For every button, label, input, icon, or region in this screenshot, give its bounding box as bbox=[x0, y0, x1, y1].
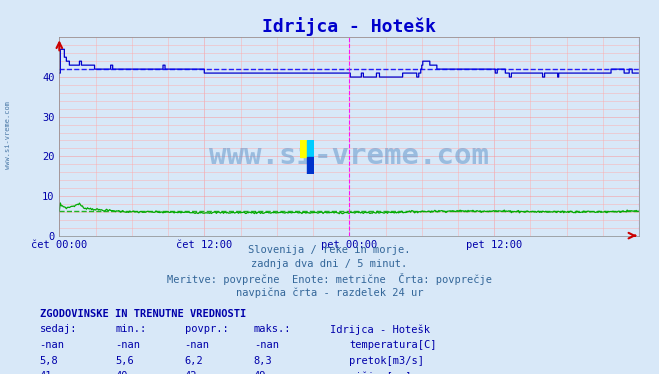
Text: 41: 41 bbox=[40, 371, 52, 374]
Text: 5,6: 5,6 bbox=[115, 356, 134, 366]
Text: 5,8: 5,8 bbox=[40, 356, 58, 366]
Text: navpična črta - razdelek 24 ur: navpična črta - razdelek 24 ur bbox=[236, 288, 423, 298]
Text: 40: 40 bbox=[115, 371, 128, 374]
Text: 49: 49 bbox=[254, 371, 266, 374]
Text: pretok[m3/s]: pretok[m3/s] bbox=[349, 356, 424, 366]
Text: min.:: min.: bbox=[115, 324, 146, 334]
Title: Idrijca - Hotešk: Idrijca - Hotešk bbox=[262, 17, 436, 36]
Text: 6,2: 6,2 bbox=[185, 356, 203, 366]
Text: zadnja dva dni / 5 minut.: zadnja dva dni / 5 minut. bbox=[251, 259, 408, 269]
Text: sedaj:: sedaj: bbox=[40, 324, 77, 334]
Text: ZGODOVINSKE IN TRENUTNE VREDNOSTI: ZGODOVINSKE IN TRENUTNE VREDNOSTI bbox=[40, 309, 246, 319]
Text: povpr.:: povpr.: bbox=[185, 324, 228, 334]
Text: višina[cm]: višina[cm] bbox=[349, 371, 412, 374]
Text: temperatura[C]: temperatura[C] bbox=[349, 340, 437, 350]
Text: www.si-vreme.com: www.si-vreme.com bbox=[210, 142, 489, 170]
Text: -nan: -nan bbox=[115, 340, 140, 350]
Text: Meritve: povprečne  Enote: metrične  Črta: povprečje: Meritve: povprečne Enote: metrične Črta:… bbox=[167, 273, 492, 285]
Text: Slovenija / reke in morje.: Slovenija / reke in morje. bbox=[248, 245, 411, 255]
Text: -nan: -nan bbox=[40, 340, 65, 350]
Text: Idrijca - Hotešk: Idrijca - Hotešk bbox=[330, 324, 430, 335]
Text: 8,3: 8,3 bbox=[254, 356, 272, 366]
Text: maks.:: maks.: bbox=[254, 324, 291, 334]
Text: www.si-vreme.com: www.si-vreme.com bbox=[5, 101, 11, 169]
Bar bbox=[307, 140, 314, 157]
Bar bbox=[307, 157, 314, 174]
Text: -nan: -nan bbox=[254, 340, 279, 350]
Bar bbox=[300, 140, 307, 157]
Text: 42: 42 bbox=[185, 371, 197, 374]
Text: -nan: -nan bbox=[185, 340, 210, 350]
